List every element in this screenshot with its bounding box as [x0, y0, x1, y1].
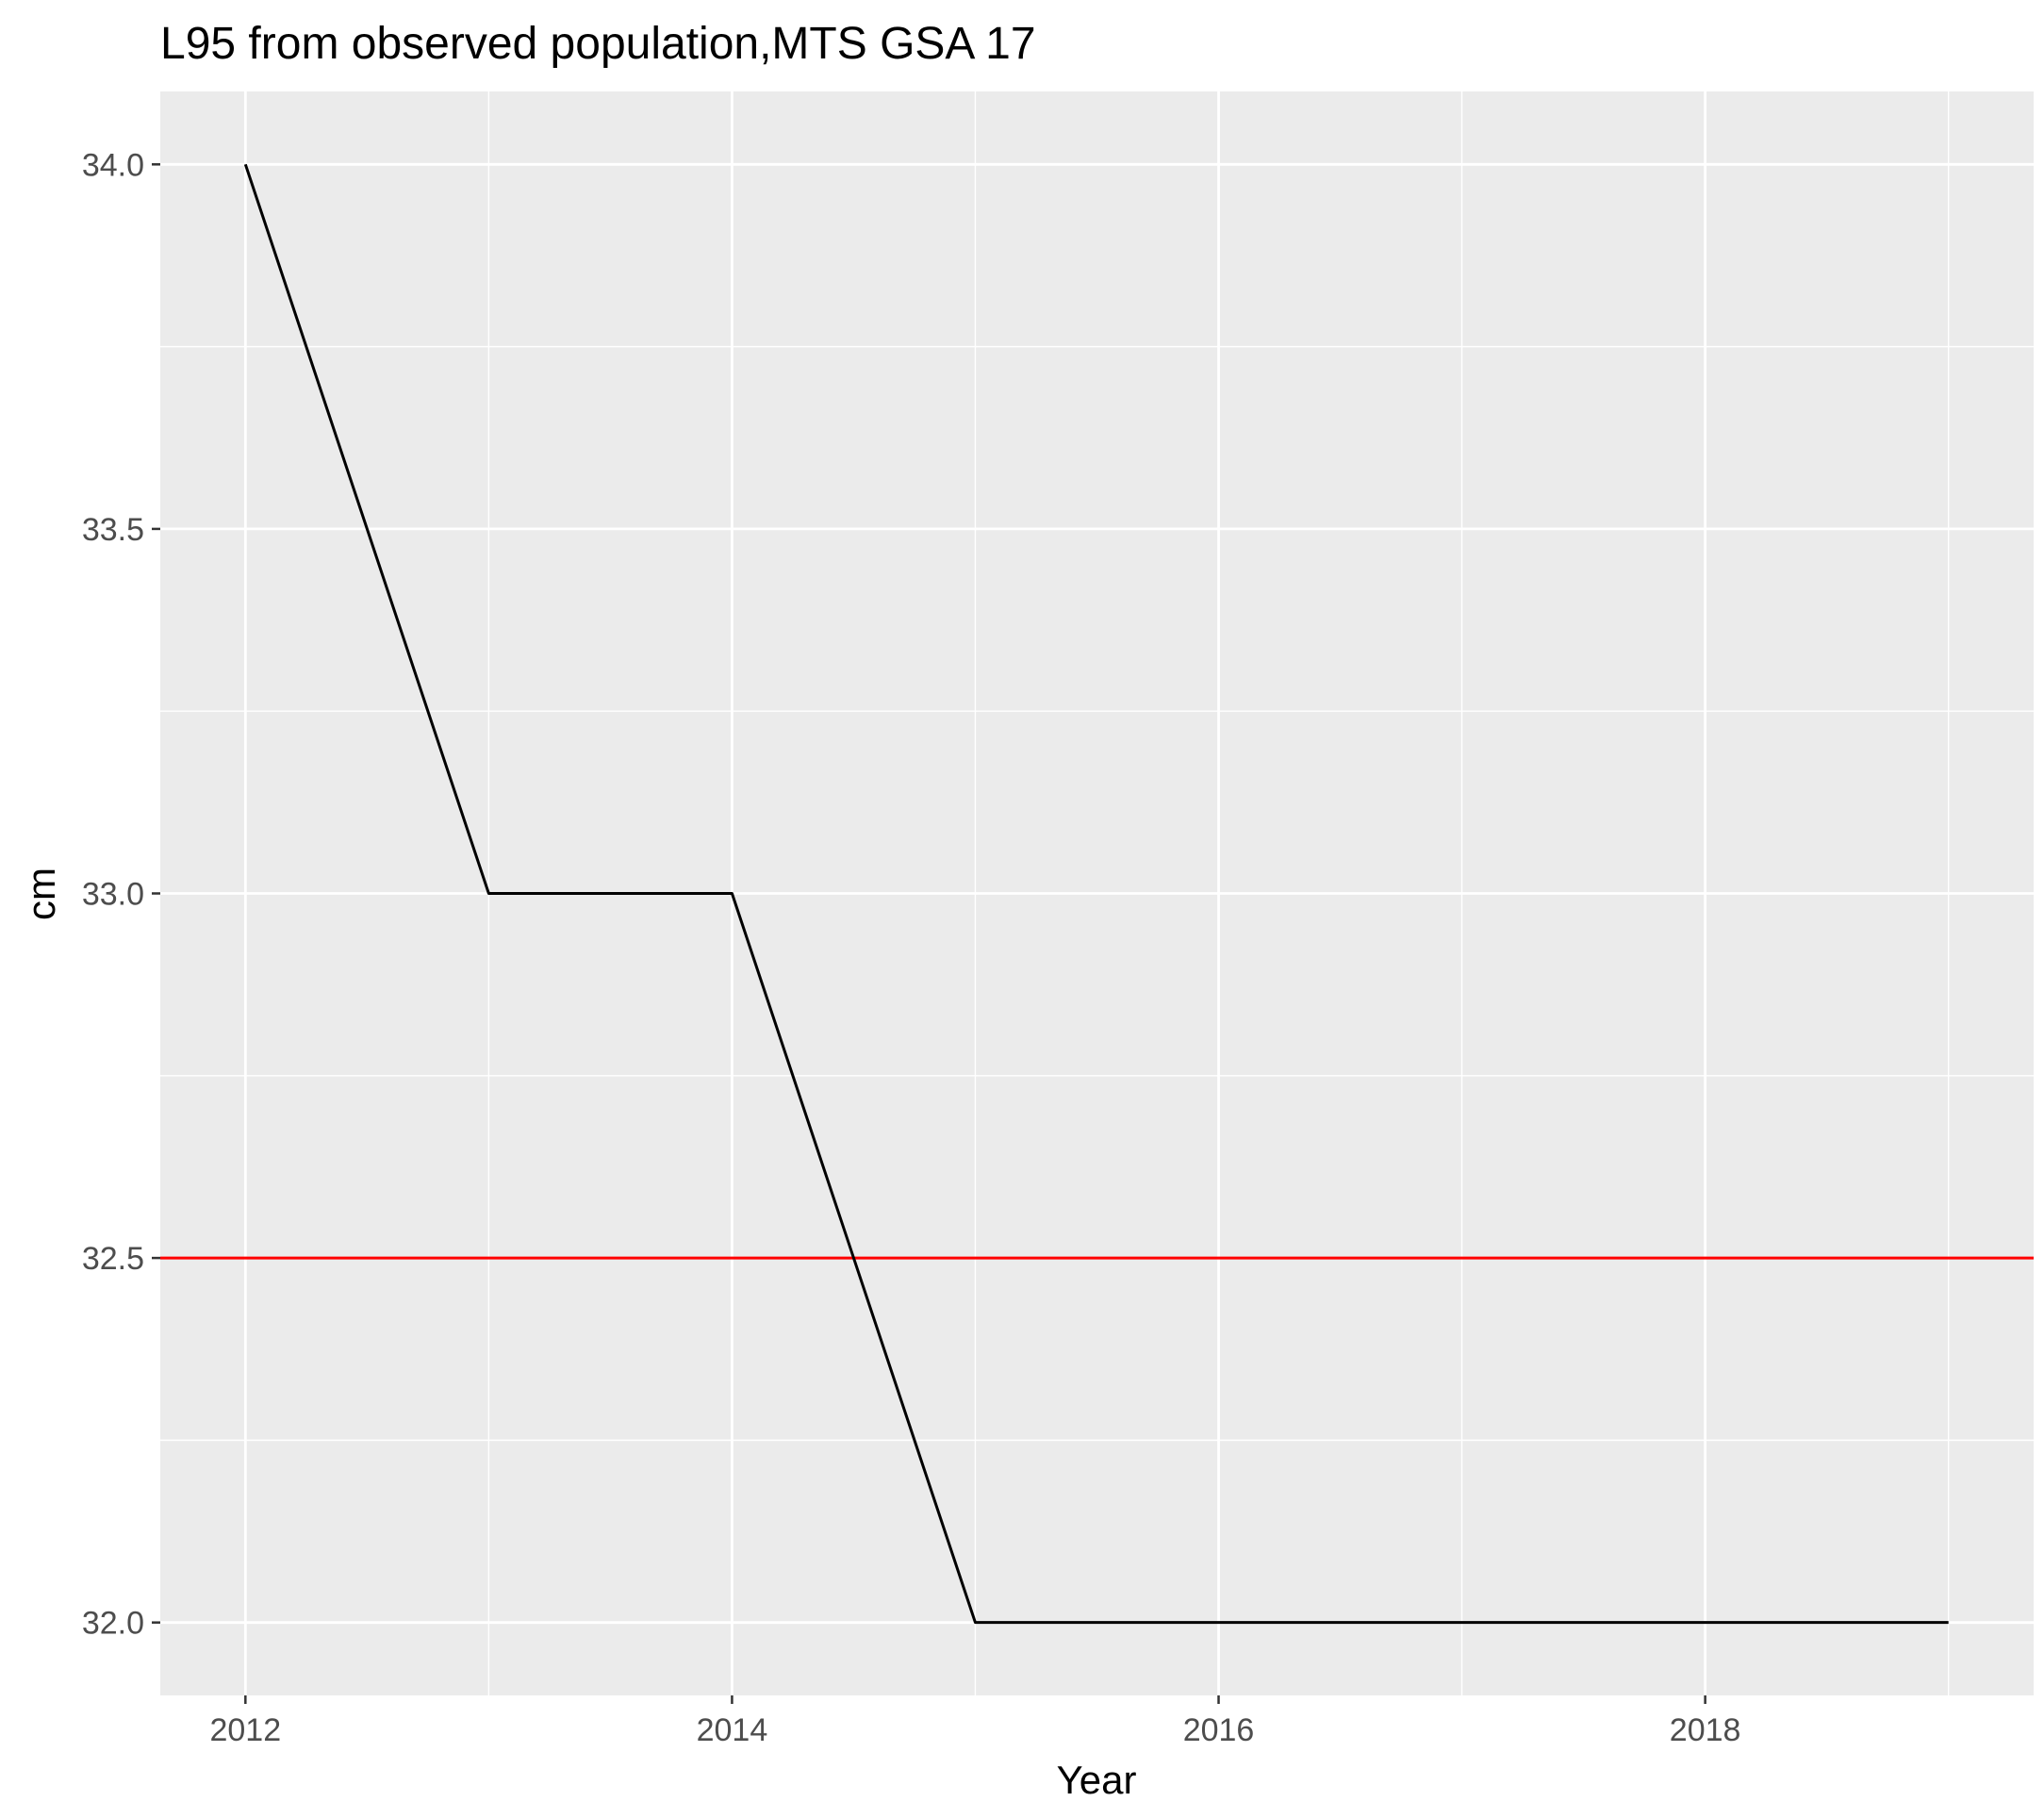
x-tick-label: 2018 [1670, 1712, 1741, 1748]
y-tick-label: 32.0 [82, 1606, 144, 1642]
y-tick-label: 32.5 [82, 1241, 144, 1277]
series-layer [243, 163, 1949, 1625]
x-tick-label: 2014 [697, 1712, 768, 1748]
x-tick-label: 2012 [209, 1712, 281, 1748]
x-axis: 2012 2014 2016 2018 [209, 1695, 1740, 1748]
y-axis-title: cm [19, 868, 63, 920]
y-tick-label: 34.0 [82, 147, 144, 183]
x-axis-title: Year [1057, 1758, 1137, 1802]
series-line [243, 163, 1949, 1625]
x-tick-label: 2016 [1183, 1712, 1255, 1748]
chart-title: L95 from observed population,MTS GSA 17 [160, 19, 1036, 69]
y-axis: 32.0 32.5 33.0 33.5 34.0 [82, 147, 160, 1642]
y-tick-label: 33.5 [82, 512, 144, 548]
y-tick-label: 33.0 [82, 877, 144, 913]
